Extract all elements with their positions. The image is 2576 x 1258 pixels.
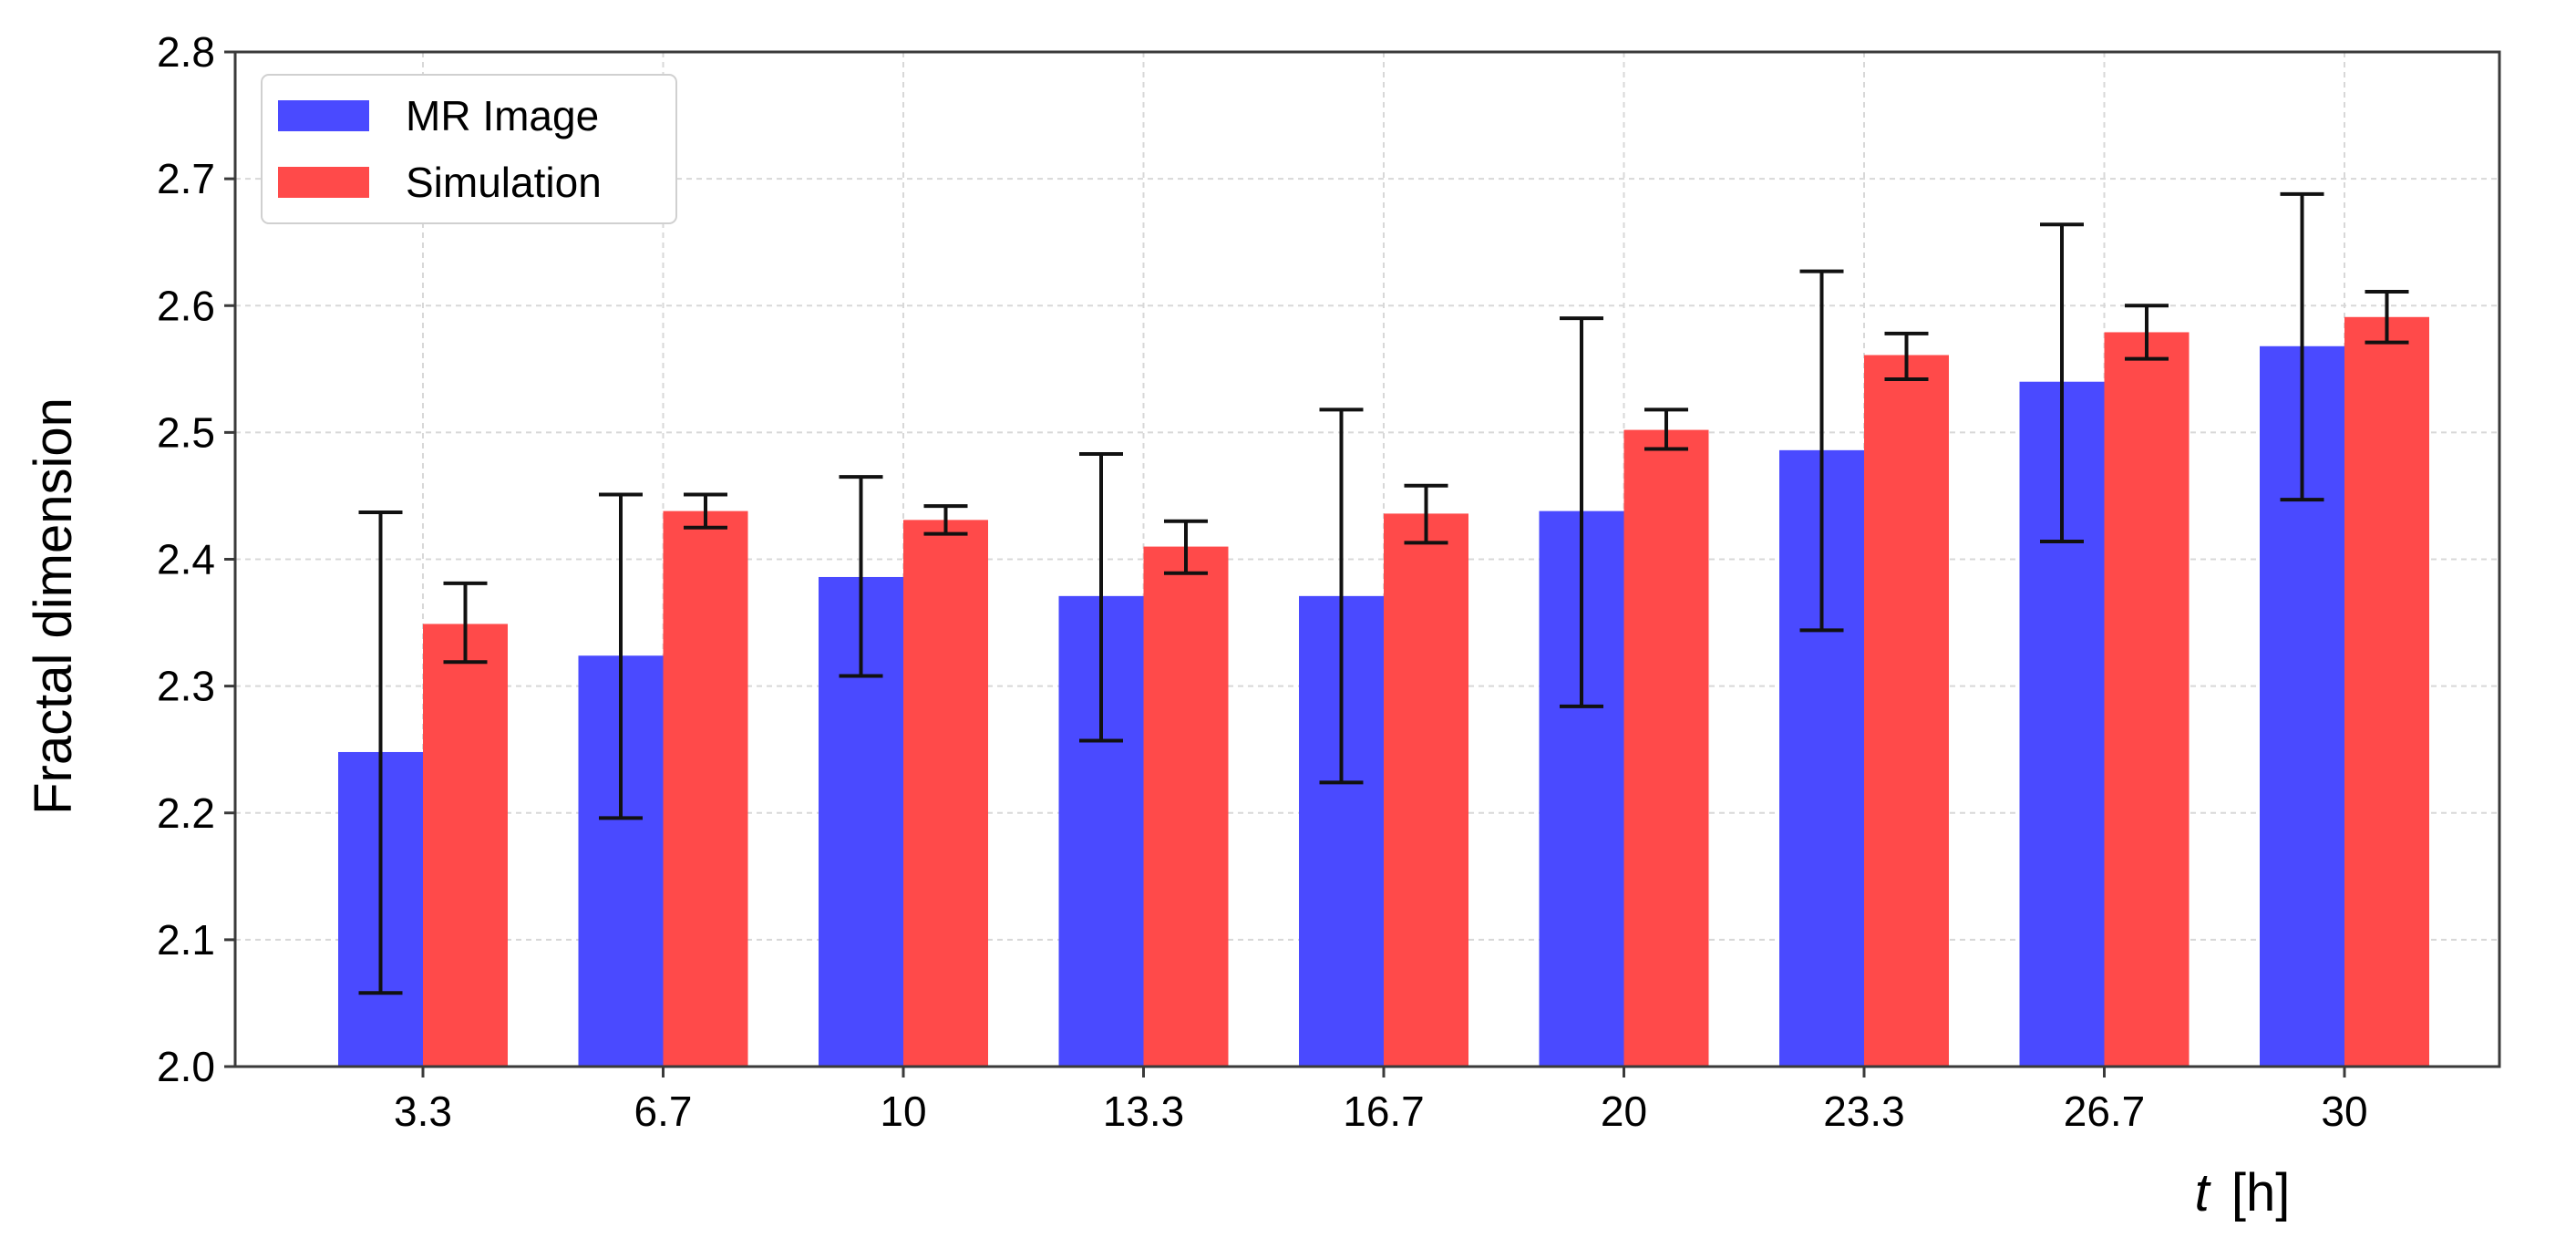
bar-simulation [423,624,508,1067]
x-tick-label: 6.7 [634,1088,693,1135]
x-axis-title: t [h] [2195,1163,2291,1222]
axis-ticks: 2.0 2.1 2.2 2.3 2.4 2.5 2.6 2.7 2.8 3.3 6.7 10 13.3 1… [157,28,2368,1135]
x-tick-label: 26.7 [2064,1088,2146,1135]
bar-simulation [663,510,748,1067]
bar-simulation [903,520,988,1067]
x-axis-title-variable: t [2195,1163,2212,1222]
x-axis-title-unit: [h] [2231,1163,2291,1222]
x-tick-label: 30 [2321,1088,2367,1135]
legend-swatch-simulation [278,167,369,198]
y-axis-title: Fractal dimension [24,397,83,815]
y-tick-label: 2.5 [157,408,215,456]
x-tick-label: 23.3 [1823,1088,1905,1135]
y-tick-label: 2.6 [157,282,215,329]
bar-simulation [1623,429,1709,1067]
bar-simulation [1384,513,1468,1067]
y-tick-label: 2.0 [157,1043,215,1090]
legend-label-simulation: Simulation [406,159,602,206]
bars [338,316,2429,1067]
bar-simulation [2104,332,2190,1067]
y-tick-label: 2.4 [157,536,215,583]
y-tick-label: 2.1 [157,916,215,964]
x-tick-label: 16.7 [1343,1088,1425,1135]
x-tick-label: 3.3 [394,1088,452,1135]
y-tick-label: 2.2 [157,789,215,837]
y-tick-label: 2.8 [157,28,215,76]
legend-swatch-mr-image [278,100,369,131]
x-tick-label: 20 [1601,1088,1647,1135]
x-tick-label: 13.3 [1103,1088,1185,1135]
error-bars [358,191,2409,995]
legend-label-mr-image: MR Image [406,92,599,139]
bar-simulation [1864,355,1949,1067]
bar-simulation [1143,546,1229,1067]
y-tick-label: 2.3 [157,663,215,710]
legend: MR Image Simulation [261,74,677,224]
x-tick-label: 10 [880,1088,926,1135]
bar-simulation [2344,316,2429,1067]
y-tick-label: 2.7 [157,155,215,202]
